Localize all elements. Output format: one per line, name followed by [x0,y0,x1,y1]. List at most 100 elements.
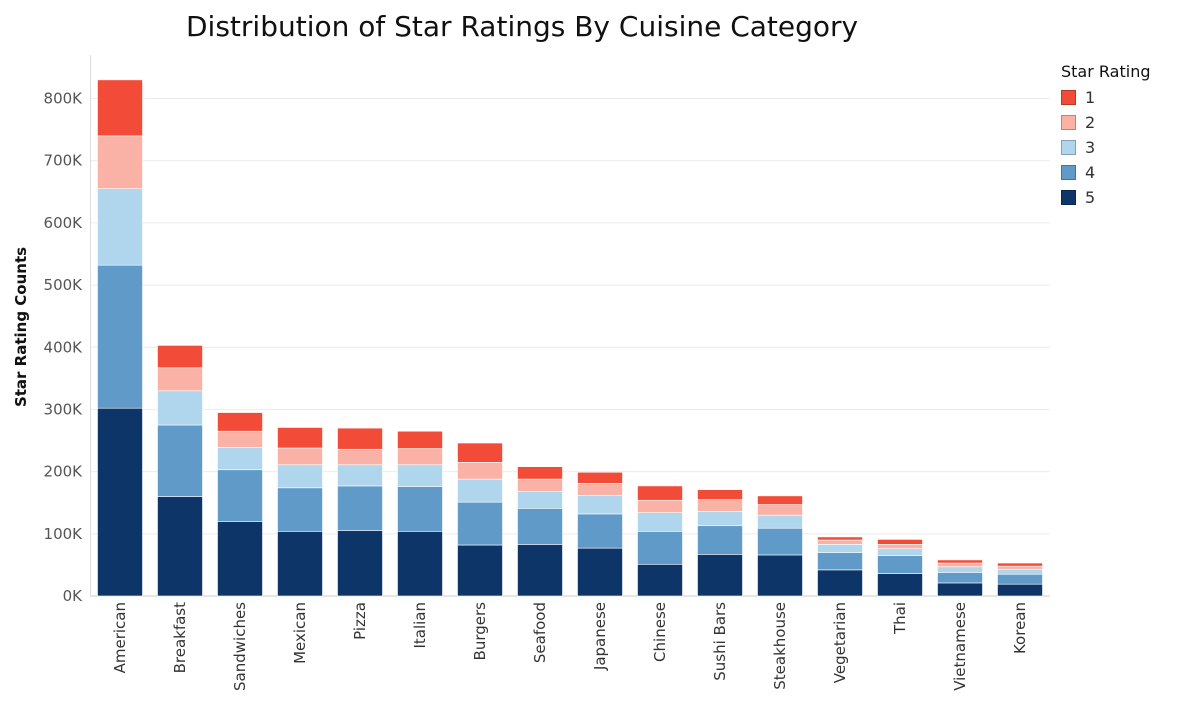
bar-segment-seafood-rating-2[interactable] [517,478,563,492]
bar-segment-american-rating-2[interactable] [97,135,143,189]
bar-segment-vegetarian-rating-5[interactable] [817,569,863,597]
bar-segment-breakfast-rating-4[interactable] [157,424,203,497]
bar-segment-italian-rating-2[interactable] [397,448,443,466]
bar-segment-vegetarian-rating-4[interactable] [817,552,863,571]
bar-segment-steakhouse-rating-4[interactable] [757,527,803,556]
bar-segment-american-rating-3[interactable] [97,188,143,266]
x-axis: American Breakfast Sandwiches Mexican Pizza I… [111,602,1029,691]
bar-segment-sushi-bars-rating-5[interactable] [697,554,743,597]
bar-segment-vietnamese-rating-5[interactable] [937,582,983,597]
bar-segment-korean-rating-1[interactable] [997,562,1043,567]
bar-segment-american-rating-5[interactable] [97,407,143,597]
bar-segment-chinese-rating-5[interactable] [637,563,683,597]
bar-segment-vietnamese-rating-2[interactable] [937,562,983,568]
bar-segment-japanese-rating-1[interactable] [577,471,623,484]
bar-segment-seafood-rating-4[interactable] [517,508,563,545]
bar-segment-mexican-rating-3[interactable] [277,464,323,489]
bar-segment-italian-rating-3[interactable] [397,464,443,487]
bar-segment-vietnamese-rating-3[interactable] [937,566,983,573]
bar-segment-breakfast-rating-5[interactable] [157,496,203,597]
legend-items: 1 2 3 4 5 [1061,85,1150,210]
bar-segment-vegetarian-rating-1[interactable] [817,536,863,541]
bar-segment-chinese-rating-3[interactable] [637,512,683,532]
bar-segment-mexican-rating-2[interactable] [277,447,323,466]
x-tick-label: Mexican [291,602,309,664]
bar-segment-sandwiches-rating-1[interactable] [217,412,263,432]
bar-segment-thai-rating-5[interactable] [877,573,923,597]
bar-segment-mexican-rating-1[interactable] [277,427,323,449]
y-tick-label: 100K [44,525,84,543]
bar-segment-breakfast-rating-3[interactable] [157,390,203,426]
bar-segment-seafood-rating-3[interactable] [517,491,563,509]
bar-segment-pizza-rating-1[interactable] [337,427,383,450]
bar-segment-seafood-rating-1[interactable] [517,466,563,480]
bar-segment-japanese-rating-5[interactable] [577,547,623,597]
bar-segment-steakhouse-rating-5[interactable] [757,554,803,597]
x-tick-label: Chinese [651,602,669,662]
bar-segment-thai-rating-2[interactable] [877,544,923,550]
bar-segment-japanese-rating-3[interactable] [577,494,623,515]
bar-segment-thai-rating-4[interactable] [877,555,923,574]
bar-segment-vietnamese-rating-4[interactable] [937,572,983,584]
bar-segment-breakfast-rating-1[interactable] [157,345,203,369]
bar-segment-korean-rating-3[interactable] [997,568,1043,575]
legend-label: 1 [1085,88,1096,107]
bar-segment-pizza-rating-5[interactable] [337,530,383,597]
y-tick-label: 200K [44,463,84,481]
bar-segment-sandwiches-rating-3[interactable] [217,447,263,471]
bar-segment-chinese-rating-4[interactable] [637,531,683,565]
bar-segment-sushi-bars-rating-4[interactable] [697,525,743,555]
bar-segment-burgers-rating-2[interactable] [457,462,503,480]
bar-segment-burgers-rating-4[interactable] [457,501,503,546]
x-tick-label: Japanese [591,602,609,671]
bar-segment-korean-rating-2[interactable] [997,565,1043,570]
bar-segment-chinese-rating-1[interactable] [637,485,683,501]
bar-segment-vegetarian-rating-2[interactable] [817,539,863,545]
bar-segment-steakhouse-rating-3[interactable] [757,514,803,529]
legend-item-1[interactable]: 1 [1061,85,1150,110]
bar-segment-sandwiches-rating-5[interactable] [217,521,263,597]
bar-segment-breakfast-rating-2[interactable] [157,367,203,392]
bar-segment-sushi-bars-rating-2[interactable] [697,499,743,512]
bar-segment-burgers-rating-1[interactable] [457,442,503,463]
bar-segment-thai-rating-1[interactable] [877,539,923,545]
y-tick-label: 400K [44,338,84,356]
bar-segment-sandwiches-rating-2[interactable] [217,430,263,448]
bar-segment-italian-rating-4[interactable] [397,486,443,532]
legend-item-2[interactable]: 2 [1061,110,1150,135]
bar-segment-steakhouse-rating-2[interactable] [757,504,803,516]
x-tick-label: Steakhouse [771,602,789,690]
bar-segment-korean-rating-5[interactable] [997,583,1043,597]
bar-segment-thai-rating-3[interactable] [877,548,923,556]
bar-segment-burgers-rating-5[interactable] [457,544,503,597]
legend-item-3[interactable]: 3 [1061,135,1150,160]
bar-segment-mexican-rating-4[interactable] [277,487,323,532]
bar-segment-seafood-rating-5[interactable] [517,544,563,597]
bar-segment-steakhouse-rating-1[interactable] [757,495,803,505]
bar-segment-sushi-bars-rating-1[interactable] [697,489,743,500]
bar-segment-burgers-rating-3[interactable] [457,478,503,503]
bar-segment-japanese-rating-4[interactable] [577,513,623,549]
bar-segment-vietnamese-rating-1[interactable] [937,559,983,564]
bar-segment-american-rating-1[interactable] [97,79,143,137]
bar-segment-pizza-rating-4[interactable] [337,485,383,532]
x-tick-label: Burgers [471,602,489,661]
legend-item-4[interactable]: 4 [1061,160,1150,185]
x-tick-label: American [111,602,129,673]
bar-segment-sandwiches-rating-4[interactable] [217,469,263,522]
bar-segment-sushi-bars-rating-3[interactable] [697,511,743,527]
y-tick-label: 500K [44,276,84,294]
bar-segment-pizza-rating-3[interactable] [337,464,383,487]
bar-segment-italian-rating-1[interactable] [397,430,443,449]
bar-segment-japanese-rating-2[interactable] [577,483,623,496]
bar-segment-american-rating-4[interactable] [97,264,143,409]
bar-segment-vegetarian-rating-3[interactable] [817,544,863,553]
bar-segment-pizza-rating-2[interactable] [337,448,383,466]
y-axis-label: Star Rating Counts [12,247,30,407]
bar-segment-mexican-rating-5[interactable] [277,531,323,597]
bar-segment-chinese-rating-2[interactable] [637,499,683,513]
legend-item-5[interactable]: 5 [1061,185,1150,210]
bar-segment-korean-rating-4[interactable] [997,573,1043,585]
bar-segment-italian-rating-5[interactable] [397,531,443,597]
